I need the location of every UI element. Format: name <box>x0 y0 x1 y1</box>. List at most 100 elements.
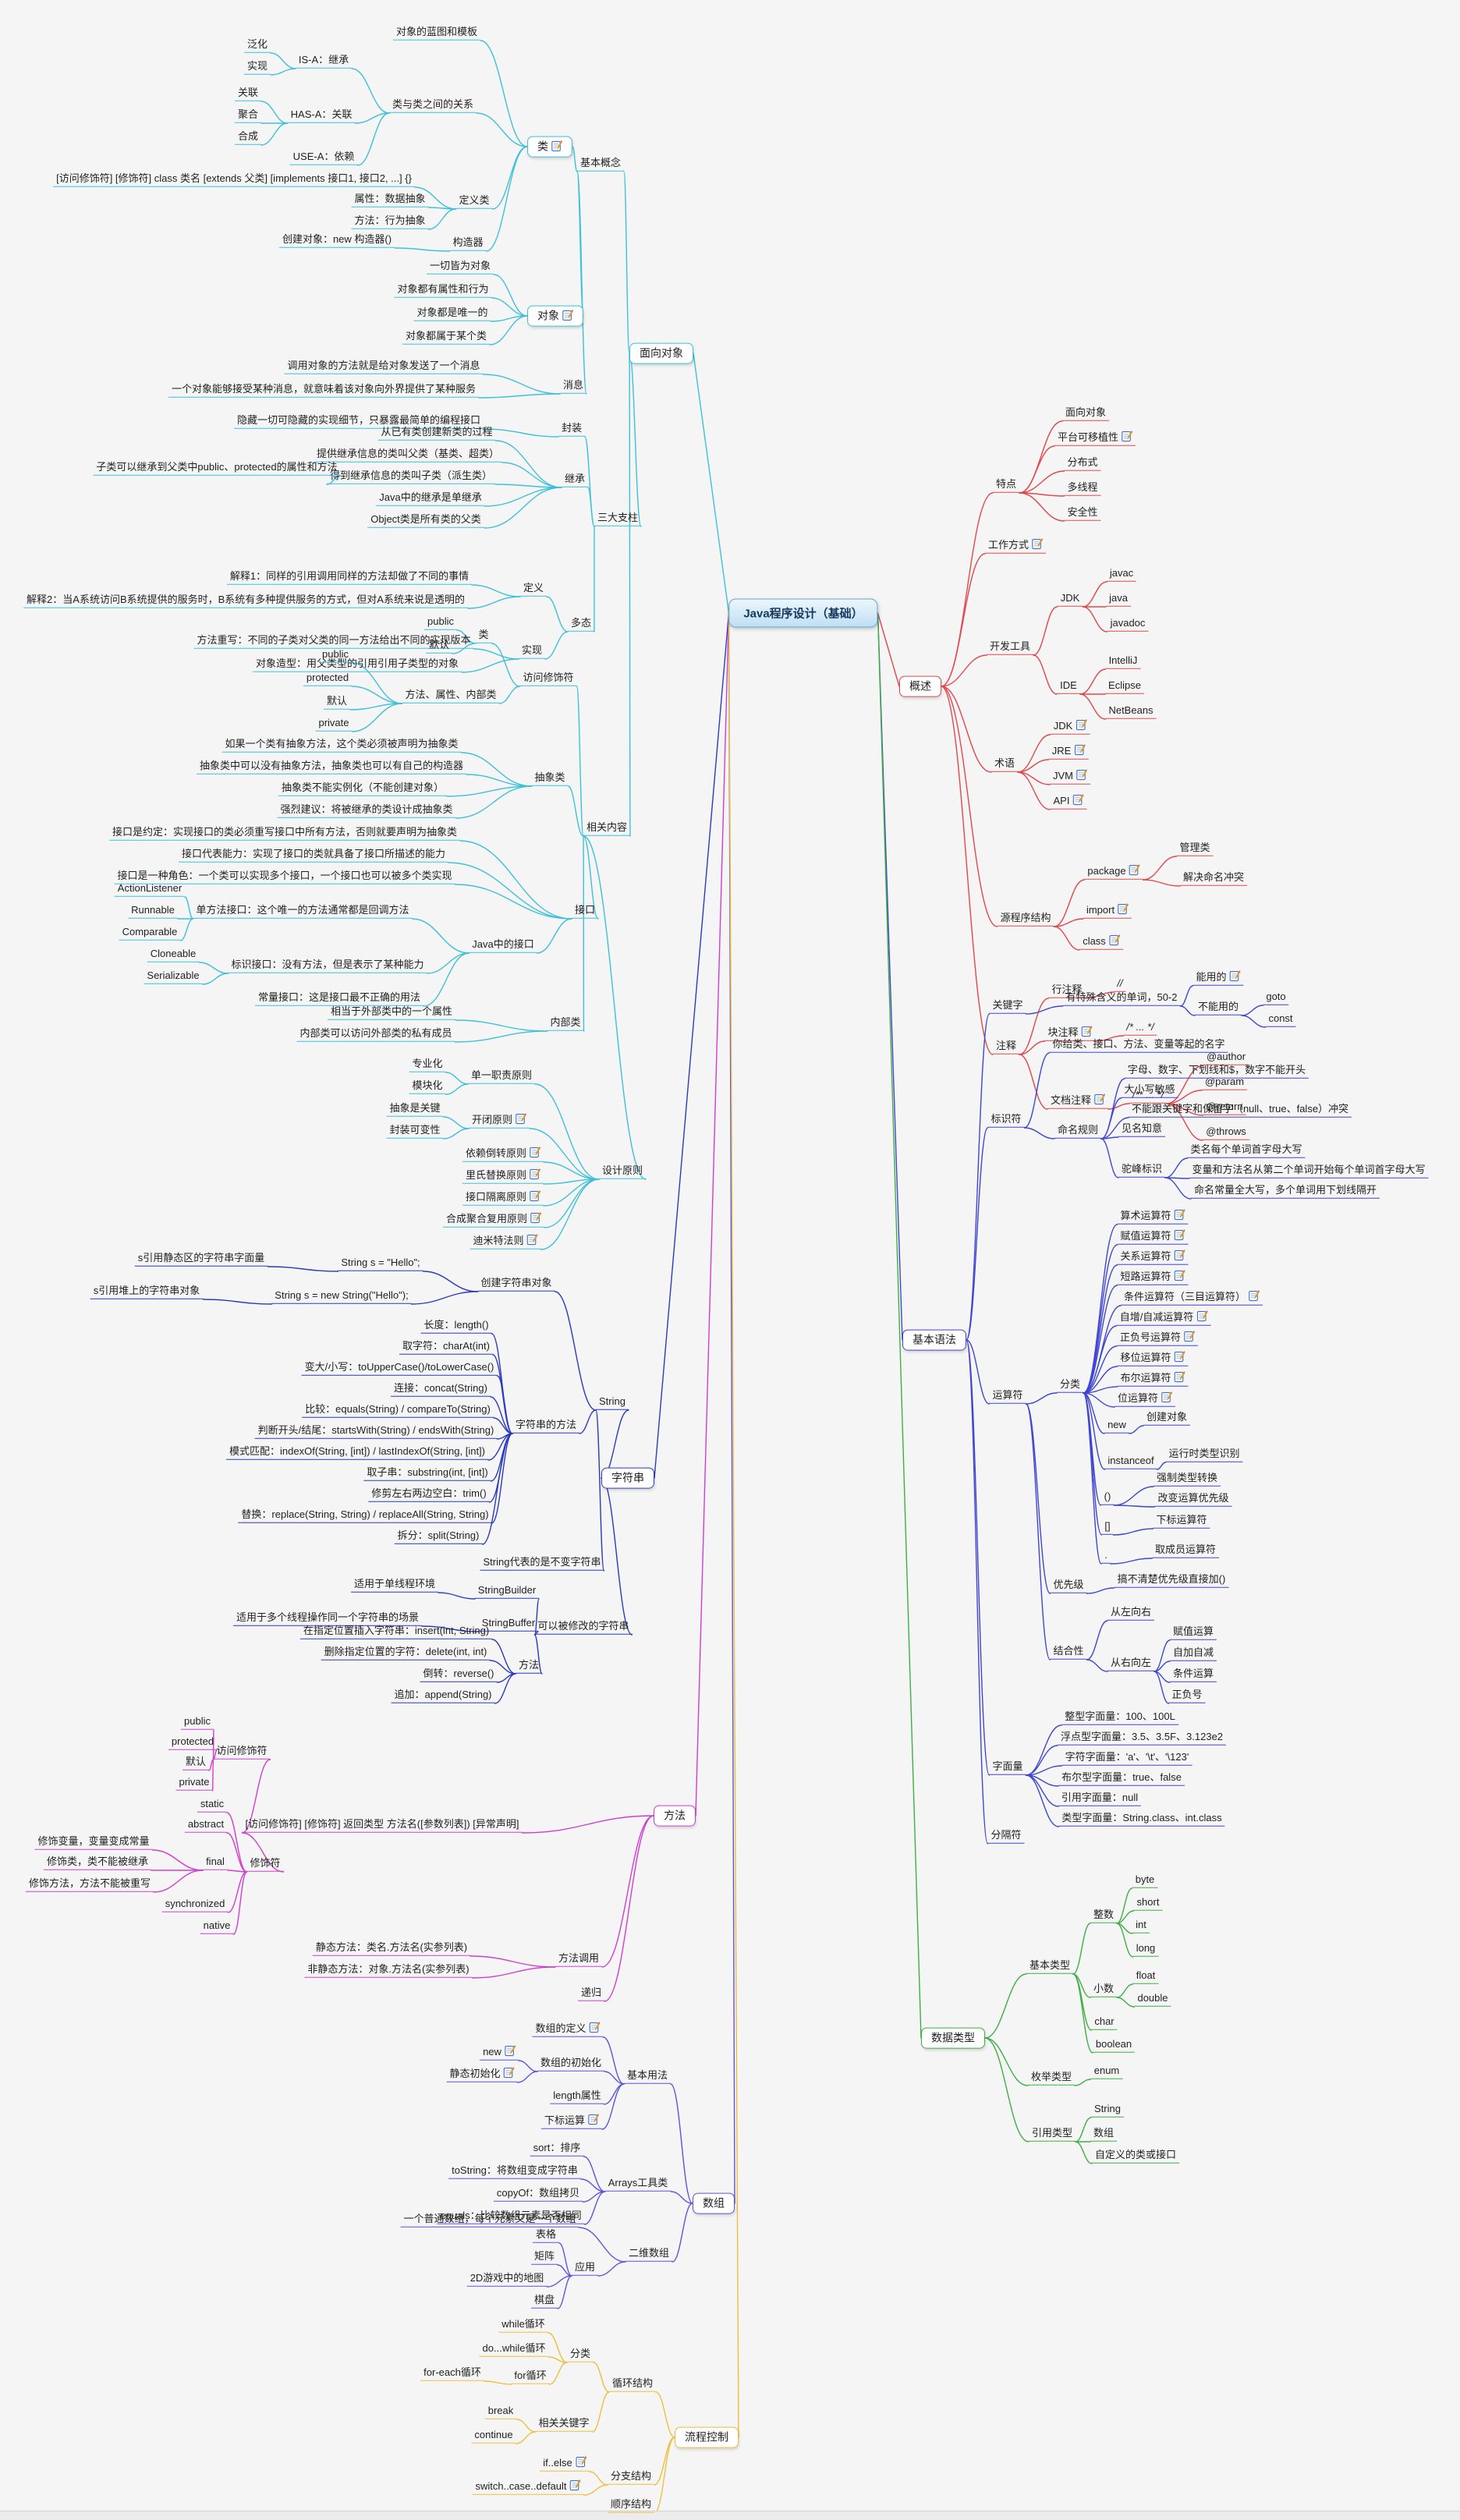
topic[interactable]: 强烈建议：将被继承的类设计成抽象类 <box>277 803 456 818</box>
topic[interactable]: 默认 <box>425 638 453 654</box>
topic[interactable]: 文档注释 <box>1047 1093 1109 1109</box>
topic[interactable]: toString：将数组变成字符串 <box>448 2164 581 2179</box>
topic[interactable]: equals：比较数组元素是否相同 <box>437 2209 585 2224</box>
topic[interactable]: IS-A：继承 <box>295 53 353 69</box>
topic[interactable]: 三大支柱 <box>594 511 642 526</box>
topic[interactable]: 大小写敏感 <box>1121 1083 1178 1098</box>
topic[interactable]: 枚举类型 <box>1027 2070 1076 2086</box>
topic[interactable]: 管理类 <box>1176 841 1214 856</box>
topic[interactable]: 顺序结构 <box>607 2497 655 2513</box>
topic[interactable]: 静态初始化 <box>446 2066 518 2082</box>
topic[interactable]: copyOf：数组拷贝 <box>493 2186 583 2202</box>
topic[interactable]: 分布式 <box>1064 455 1101 471</box>
topic[interactable]: 实现 <box>518 643 546 659</box>
topic[interactable]: 命名规则 <box>1054 1123 1102 1139</box>
topic[interactable]: 取子串：substring(int, [int]) <box>363 1466 491 1481</box>
topic[interactable]: 设计原则 <box>598 1164 647 1179</box>
topic[interactable]: StringBuilder <box>474 1583 540 1599</box>
topic[interactable]: 矩阵 <box>530 2249 558 2265</box>
topic[interactable]: 常量接口：这是接口最不正确的用法 <box>254 991 424 1006</box>
topic[interactable]: 适用于单线程环境 <box>350 1577 439 1593</box>
topic[interactable]: import <box>1083 902 1132 919</box>
topic[interactable]: 源程序结构 <box>997 911 1054 927</box>
note-icon[interactable] <box>1161 1391 1172 1403</box>
topic[interactable]: 方法：行为抽象 <box>351 214 429 229</box>
note-icon[interactable] <box>562 310 573 321</box>
note-icon[interactable] <box>1076 769 1087 781</box>
topic[interactable]: @return <box>1203 1100 1246 1115</box>
topic[interactable]: 布尔运算符 <box>1117 1370 1189 1387</box>
topic[interactable]: 实现 <box>243 59 271 75</box>
topic[interactable]: 数组 <box>1090 2126 1118 2142</box>
note-icon[interactable] <box>1249 1290 1260 1302</box>
note-icon[interactable] <box>1174 1351 1185 1363</box>
note-icon[interactable] <box>1074 744 1086 756</box>
topic[interactable]: 二维数组 <box>625 2246 673 2262</box>
topic[interactable]: 相关关键字 <box>535 2416 593 2432</box>
topic[interactable]: IntelliJ <box>1105 654 1141 669</box>
topic[interactable]: private <box>315 716 353 732</box>
topic[interactable]: 分隔符 <box>987 1828 1025 1844</box>
topic[interactable]: 标识接口：没有方法，但是表示了某种能力 <box>228 958 427 973</box>
topic[interactable]: 递归 <box>577 1986 605 2001</box>
topic[interactable]: 合成聚合复用原则 <box>442 1211 545 1228</box>
topic[interactable]: Object类是所有类的父类 <box>367 512 484 528</box>
topic[interactable]: 算术运算符 <box>1117 1208 1189 1225</box>
branch-oop[interactable]: 面向对象 <box>629 342 693 364</box>
topic[interactable]: 单一职责原则 <box>467 1069 536 1084</box>
topic[interactable]: JDK <box>1050 718 1090 735</box>
topic[interactable]: 消息 <box>559 378 587 394</box>
topic[interactable]: 字面量 <box>989 1760 1026 1775</box>
topic[interactable]: for循环 <box>511 2369 550 2384</box>
topic[interactable]: 单方法接口：这个唯一的方法通常都是回调方法 <box>193 903 413 919</box>
topic[interactable]: new <box>480 2044 519 2061</box>
topic[interactable]: 里氏替换原则 <box>462 1168 544 1184</box>
topic[interactable]: javadoc <box>1107 616 1149 632</box>
topic[interactable]: Comparable <box>119 925 181 941</box>
topic[interactable]: 多线程 <box>1064 480 1101 496</box>
topic[interactable]: 聚合 <box>234 108 262 123</box>
note-icon[interactable] <box>1196 1310 1208 1322</box>
topic[interactable]: 修饰变量，变量变成常量 <box>34 1834 153 1850</box>
topic[interactable]: 相当于外部类中的一个属性 <box>327 1005 456 1020</box>
topic[interactable]: 字符字面量：'a'、'\t'、'\123' <box>1061 1750 1192 1766</box>
note-icon[interactable] <box>1032 538 1043 550</box>
note-icon[interactable] <box>1174 1229 1185 1241</box>
topic[interactable]: 见名知意 <box>1118 1122 1166 1137</box>
topic[interactable]: short <box>1133 1895 1163 1911</box>
topic[interactable]: 赋值运算 <box>1169 1625 1217 1640</box>
topic[interactable]: static <box>197 1797 228 1813</box>
note-icon[interactable] <box>530 1212 541 1224</box>
topic[interactable]: const <box>1265 1012 1296 1027</box>
topic[interactable]: 正负号 <box>1168 1688 1206 1703</box>
topic[interactable]: [访问修饰符] [修饰符] class 类名 [extends 父类] [imp… <box>53 172 415 187</box>
topic[interactable]: 对象造型：用父类型的引用引用子类型的对象 <box>252 657 462 672</box>
topic[interactable]: 正负号运算符 <box>1116 1330 1199 1346</box>
topic[interactable]: do...while循环 <box>479 2341 549 2357</box>
topic[interactable]: 提供继承信息的类叫父类（基类、超类） <box>313 447 503 463</box>
note-icon[interactable] <box>1174 1209 1185 1221</box>
note-icon[interactable] <box>530 1147 540 1158</box>
topic[interactable]: 有特殊含义的单词，50-2 <box>1062 991 1181 1006</box>
note-icon[interactable] <box>1118 903 1129 915</box>
topic[interactable]: 访问修饰符 <box>519 671 577 686</box>
topic[interactable]: /* ... */ <box>1123 1020 1157 1036</box>
topic[interactable]: public <box>181 1714 214 1730</box>
topic[interactable]: 泛化 <box>243 37 271 53</box>
note-icon[interactable] <box>1229 970 1241 982</box>
topic[interactable]: 行注释 <box>1048 983 1086 998</box>
topic[interactable]: 字符串的方法 <box>512 1418 580 1434</box>
topic[interactable]: 类与类之间的关系 <box>388 97 477 113</box>
topic[interactable]: byte <box>1132 1873 1158 1888</box>
topic[interactable]: 字母、数字、下划线和$，数字不能开头 <box>1124 1063 1309 1079</box>
topic[interactable]: 抽象类不能实例化（不能创建对象） <box>278 781 448 796</box>
topic[interactable]: 条件运算 <box>1169 1667 1217 1682</box>
topic[interactable]: 特点 <box>992 477 1020 493</box>
topic[interactable]: 基本用法 <box>623 2068 672 2084</box>
note-icon[interactable] <box>569 2479 581 2491</box>
topic[interactable]: for-each循环 <box>420 2366 484 2381</box>
note-icon[interactable] <box>1122 431 1132 442</box>
topic[interactable]: 方法 <box>515 1658 543 1674</box>
topic[interactable]: 2D游戏中的地图 <box>466 2271 548 2287</box>
topic[interactable]: JDK <box>1057 591 1083 607</box>
